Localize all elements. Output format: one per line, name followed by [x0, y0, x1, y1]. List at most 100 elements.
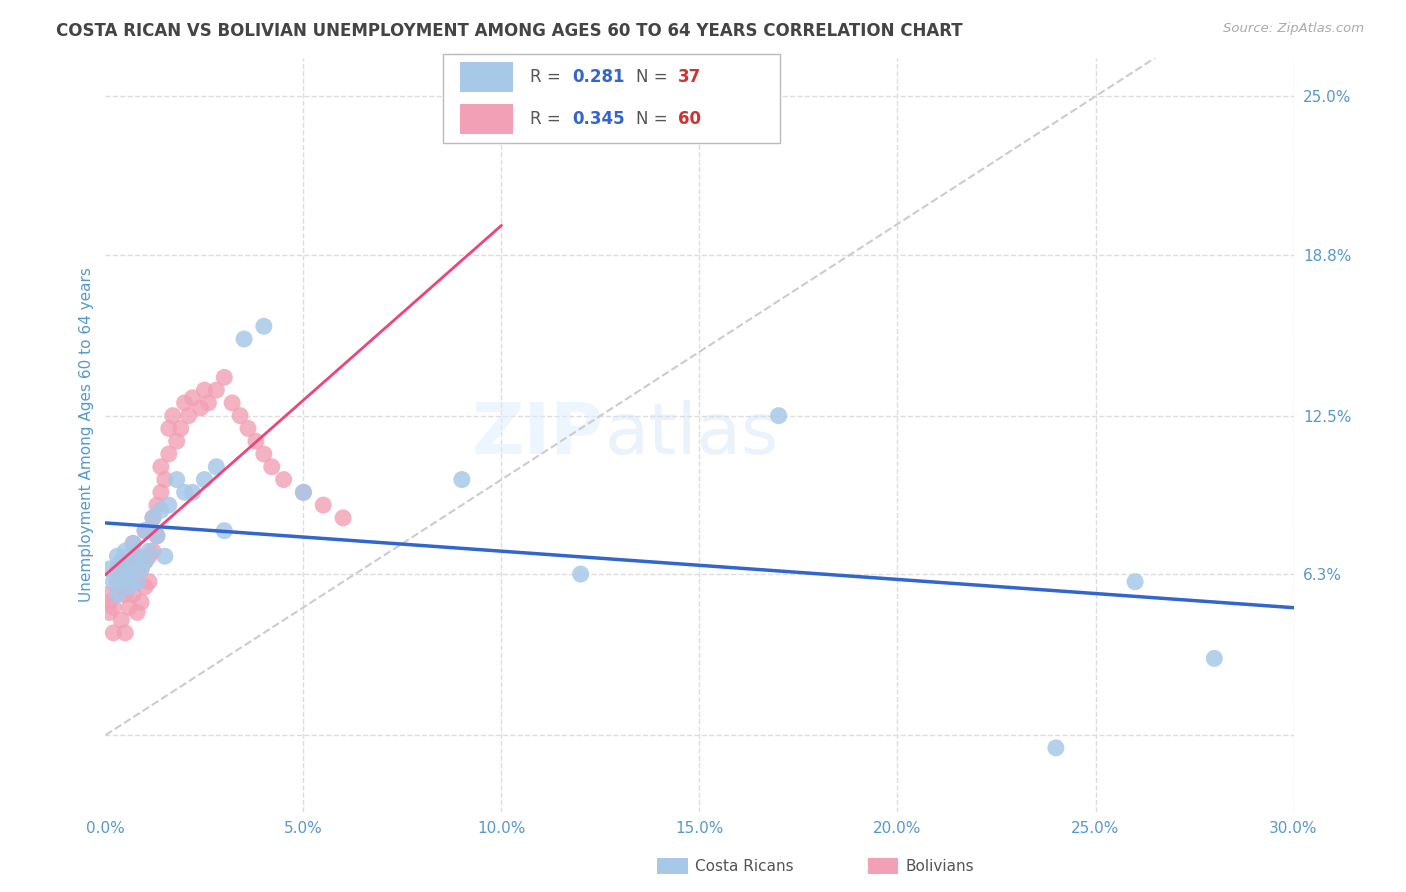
Point [114, 625, 136, 640]
Point [129, 562, 152, 576]
Point [1204, 651, 1226, 665]
Point [94, 588, 117, 602]
Point [292, 485, 315, 500]
Point [253, 319, 276, 334]
Point [153, 473, 176, 487]
Point [103, 625, 125, 640]
Point [233, 332, 256, 346]
Point [142, 544, 165, 558]
Point [205, 459, 228, 474]
Point [122, 588, 145, 602]
Text: Costa Ricans: Costa Ricans [695, 859, 793, 873]
Point [138, 574, 160, 589]
Point [569, 567, 592, 582]
Point [173, 396, 195, 410]
Point [114, 544, 136, 558]
Point [260, 459, 283, 474]
Point [205, 383, 228, 397]
Point [146, 498, 169, 512]
Point [221, 396, 243, 410]
Point [129, 562, 152, 576]
Point [197, 396, 219, 410]
Point [332, 511, 354, 525]
Point [110, 562, 132, 576]
Point [127, 549, 149, 564]
Point [127, 606, 149, 620]
Point [157, 421, 180, 435]
Point [142, 511, 165, 525]
Point [162, 409, 184, 423]
Point [450, 473, 472, 487]
Point [127, 574, 149, 589]
Text: R =: R = [530, 110, 567, 128]
Point [157, 447, 180, 461]
Point [118, 574, 141, 589]
Point [157, 498, 180, 512]
Point [170, 421, 193, 435]
Point [103, 600, 125, 615]
Point [114, 554, 136, 568]
Text: Bolivians: Bolivians [905, 859, 974, 873]
Point [110, 580, 132, 594]
Point [118, 580, 141, 594]
Point [114, 588, 136, 602]
Point [105, 549, 128, 564]
Point [103, 574, 125, 589]
Text: ZIP: ZIP [472, 401, 605, 469]
Point [105, 588, 128, 602]
Point [98, 606, 121, 620]
Point [177, 409, 200, 423]
Point [134, 524, 156, 538]
Point [193, 383, 215, 397]
Point [129, 595, 152, 609]
Point [181, 391, 204, 405]
Y-axis label: Unemployment Among Ages 60 to 64 years: Unemployment Among Ages 60 to 64 years [79, 268, 94, 602]
Point [146, 529, 169, 543]
Text: N =: N = [636, 110, 672, 128]
Point [214, 370, 236, 384]
Point [105, 562, 128, 576]
Point [110, 613, 132, 627]
Point [1045, 740, 1067, 755]
Text: 60: 60 [678, 110, 700, 128]
Point [134, 554, 156, 568]
Point [245, 434, 267, 449]
Point [105, 574, 128, 589]
Point [149, 459, 172, 474]
Point [134, 524, 156, 538]
Point [118, 600, 141, 615]
Point [98, 595, 121, 609]
Point [127, 549, 149, 564]
Point [134, 554, 156, 568]
Text: N =: N = [636, 68, 672, 87]
Point [122, 536, 145, 550]
Point [190, 401, 212, 415]
Point [98, 562, 121, 576]
Point [166, 473, 188, 487]
Point [122, 562, 145, 576]
Point [292, 485, 315, 500]
Point [1123, 574, 1146, 589]
Point [312, 498, 335, 512]
Point [114, 567, 136, 582]
Text: 37: 37 [678, 68, 702, 87]
Point [166, 434, 188, 449]
Point [146, 529, 169, 543]
Text: 0.281: 0.281 [572, 68, 624, 87]
Point [138, 544, 160, 558]
Point [149, 485, 172, 500]
Text: atlas: atlas [605, 401, 779, 469]
Point [142, 511, 165, 525]
Point [273, 473, 295, 487]
Text: 0.345: 0.345 [572, 110, 624, 128]
Point [214, 524, 236, 538]
Point [134, 580, 156, 594]
Point [118, 549, 141, 564]
Point [229, 409, 252, 423]
Text: R =: R = [530, 68, 567, 87]
Point [138, 549, 160, 564]
Point [193, 473, 215, 487]
Point [236, 421, 259, 435]
Point [253, 447, 276, 461]
Point [105, 588, 128, 602]
